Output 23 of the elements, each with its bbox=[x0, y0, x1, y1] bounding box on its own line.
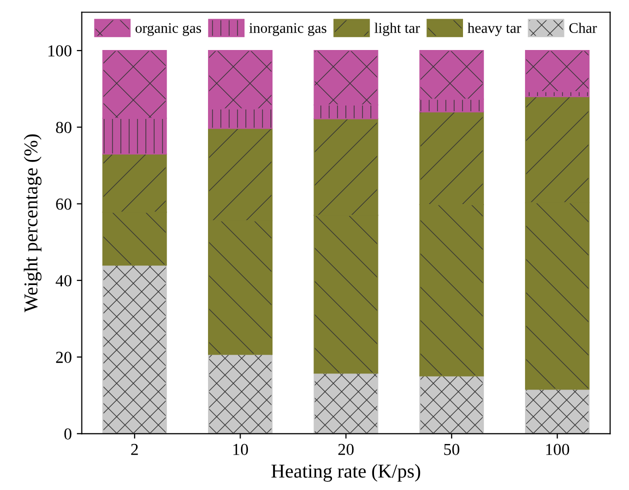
legend-label: light tar bbox=[374, 22, 420, 36]
legend-label: heavy tar bbox=[468, 22, 522, 36]
x-tick-label: 50 bbox=[444, 444, 460, 456]
legend-label: organic gas bbox=[136, 23, 202, 36]
bar bbox=[102, 264, 167, 434]
y-tick-label: 40 bbox=[56, 275, 72, 286]
x-tick-label: 100 bbox=[546, 444, 570, 456]
legend-label: Char bbox=[569, 22, 597, 33]
y-tick-label: 60 bbox=[56, 198, 72, 210]
bar bbox=[314, 372, 378, 434]
bar bbox=[419, 375, 484, 434]
y-tick-label: 80 bbox=[56, 122, 72, 134]
x-tick-label: 2 bbox=[131, 444, 138, 455]
legend-label: inorganic gas bbox=[249, 23, 326, 36]
y-tick-label: 0 bbox=[64, 428, 72, 440]
x-axis-title: Heating rate (K/ps) bbox=[271, 464, 420, 482]
x-tick-label: 10 bbox=[233, 444, 248, 456]
y-axis-title: Weight percentage (%) bbox=[24, 134, 42, 312]
x-tick-label: 20 bbox=[338, 444, 354, 456]
bar bbox=[525, 388, 590, 434]
y-tick-label: 100 bbox=[48, 45, 72, 57]
bar bbox=[208, 354, 273, 434]
y-tick-label: 20 bbox=[56, 352, 72, 363]
